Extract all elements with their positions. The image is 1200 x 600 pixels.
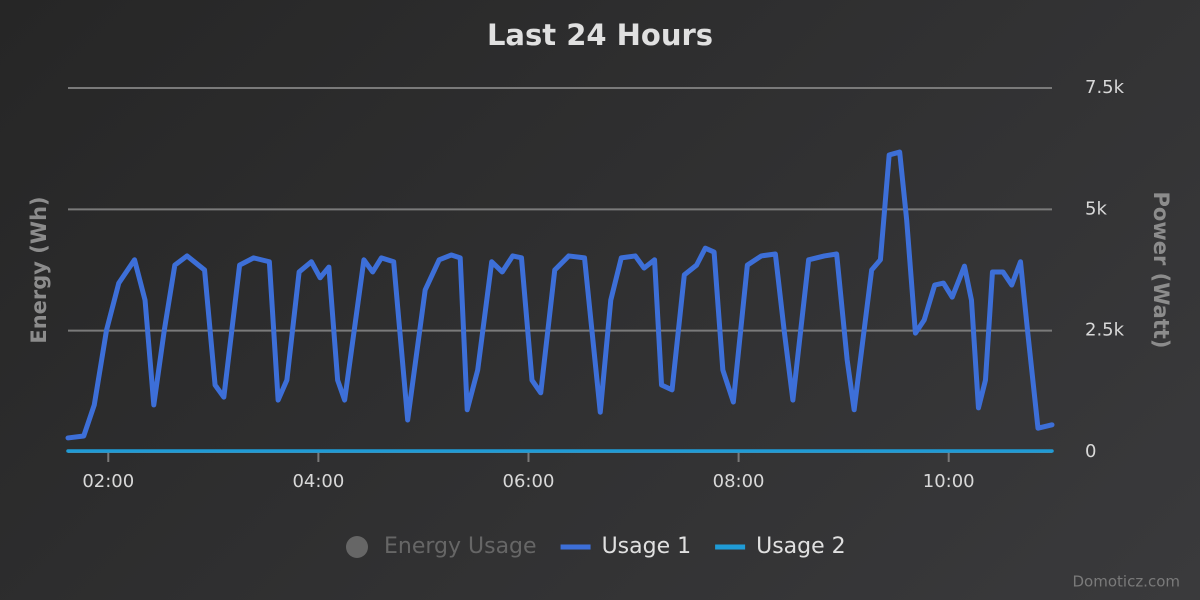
x-tick-label: 02:00 [82,471,134,492]
y2-axis-title: Power (Watt) [1149,192,1173,349]
legend-symbol [346,536,368,558]
chart-title: Last 24 Hours [487,18,713,52]
series-line [65,149,1055,441]
legend-label: Usage 2 [756,534,846,559]
y2-tick-label: 7.5k [1085,77,1125,98]
x-tick-label: 08:00 [713,471,765,492]
legend-label: Usage 1 [602,534,692,559]
y2-tick-label: 0 [1085,441,1096,462]
x-tick-label: 04:00 [292,471,344,492]
legend-label: Energy Usage [384,534,537,559]
credit: Domoticz.com [1073,573,1181,591]
y2-tick-label: 2.5k [1085,320,1125,341]
y2-tick-label: 5k [1085,198,1107,219]
x-tick-label: 10:00 [923,471,975,492]
y-axis-title: Energy (Wh) [27,196,51,343]
x-tick-label: 06:00 [503,471,555,492]
